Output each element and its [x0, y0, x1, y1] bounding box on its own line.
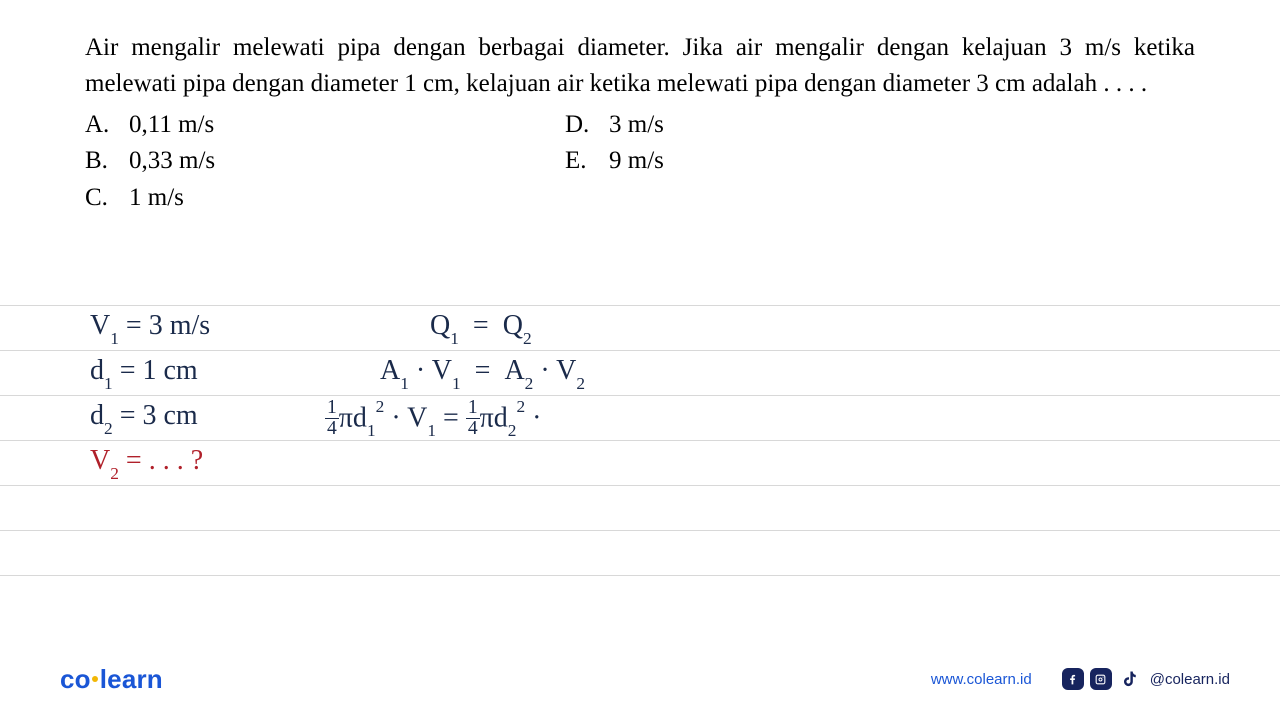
hand-given-v2: V2 = . . . ? — [90, 445, 203, 481]
ruled-line — [0, 440, 1280, 441]
ruled-line — [0, 395, 1280, 396]
social-icons: @colearn.id — [1062, 668, 1230, 690]
option-a: A. 0,11 m/s — [85, 107, 565, 143]
option-letter: B. — [85, 143, 129, 179]
ruled-line — [0, 575, 1280, 576]
ruled-line — [0, 530, 1280, 531]
option-b: B. 0,33 m/s — [85, 143, 565, 179]
options-block: A. 0,11 m/s B. 0,33 m/s C. 1 m/s D. 3 m/… — [85, 107, 1195, 216]
hand-given-d2: d2 = 3 cm — [90, 400, 198, 436]
hand-eq-av: A1 · V1 = A2 · V2 — [380, 355, 585, 391]
hand-given-d1: d1 = 1 cm — [90, 355, 198, 391]
handwriting-work-area: V1 = 3 m/s d1 = 1 cm d2 = 3 cm V2 = . . … — [0, 300, 1280, 600]
option-text: 0,11 m/s — [129, 107, 214, 143]
option-e: E. 9 m/s — [565, 143, 965, 179]
logo-co: co — [60, 664, 91, 694]
options-col-left: A. 0,11 m/s B. 0,33 m/s C. 1 m/s — [85, 107, 565, 216]
options-col-right: D. 3 m/s E. 9 m/s — [565, 107, 965, 216]
option-letter: C. — [85, 180, 129, 216]
footer-handle: @colearn.id — [1150, 671, 1230, 688]
instagram-icon — [1090, 668, 1112, 690]
option-letter: E. — [565, 143, 609, 179]
ruled-line — [0, 485, 1280, 486]
option-d: D. 3 m/s — [565, 107, 965, 143]
logo-dot-icon — [92, 676, 98, 682]
option-c: C. 1 m/s — [85, 180, 565, 216]
option-text: 0,33 m/s — [129, 143, 215, 179]
footer: colearn www.colearn.id @colearn.id — [0, 660, 1280, 698]
brand-logo: colearn — [60, 664, 163, 695]
ruled-line — [0, 350, 1280, 351]
option-letter: D. — [565, 107, 609, 143]
option-text: 9 m/s — [609, 143, 664, 179]
hand-given-v1: V1 = 3 m/s — [90, 310, 210, 346]
question-text: Air mengalir melewati pipa dengan berbag… — [85, 30, 1195, 101]
facebook-icon — [1062, 668, 1084, 690]
page-root: Air mengalir melewati pipa dengan berbag… — [0, 0, 1280, 720]
tiktok-icon — [1118, 668, 1140, 690]
hand-eq-q: Q1 = Q2 — [430, 310, 532, 346]
option-text: 3 m/s — [609, 107, 664, 143]
option-letter: A. — [85, 107, 129, 143]
hand-eq-pid: 14πd12 · V1 = 14πd22 · — [325, 400, 541, 440]
footer-url: www.colearn.id — [931, 671, 1032, 688]
logo-learn: learn — [100, 664, 163, 694]
ruled-line — [0, 305, 1280, 306]
option-text: 1 m/s — [129, 180, 184, 216]
